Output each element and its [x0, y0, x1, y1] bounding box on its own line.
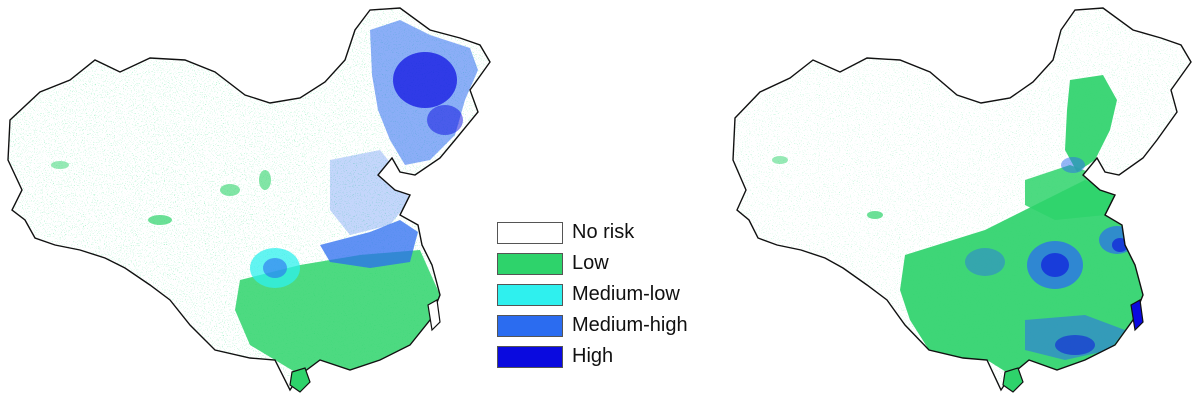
legend-item-medium-high: Medium-high: [497, 311, 727, 342]
legend-swatch: [497, 222, 563, 244]
legend-swatch: [497, 315, 563, 337]
risk-map-right: [732, 7, 1192, 393]
legend-label: High: [572, 345, 614, 367]
legend-label: Medium-high: [572, 314, 688, 336]
legend-item-low: Low: [497, 249, 727, 280]
legend-item-medium-low: Medium-low: [497, 280, 727, 311]
legend: No risk Low Medium-low Medium-high High: [497, 218, 727, 373]
legend-swatch: [497, 346, 563, 368]
legend-label: Medium-low: [572, 283, 680, 305]
legend-item-no-risk: No risk: [497, 218, 727, 249]
legend-swatch: [497, 253, 563, 275]
legend-swatch: [497, 284, 563, 306]
legend-item-high: High: [497, 342, 727, 373]
risk-map-left: [7, 7, 491, 393]
legend-label: Low: [572, 252, 609, 274]
legend-label: No risk: [572, 221, 635, 243]
